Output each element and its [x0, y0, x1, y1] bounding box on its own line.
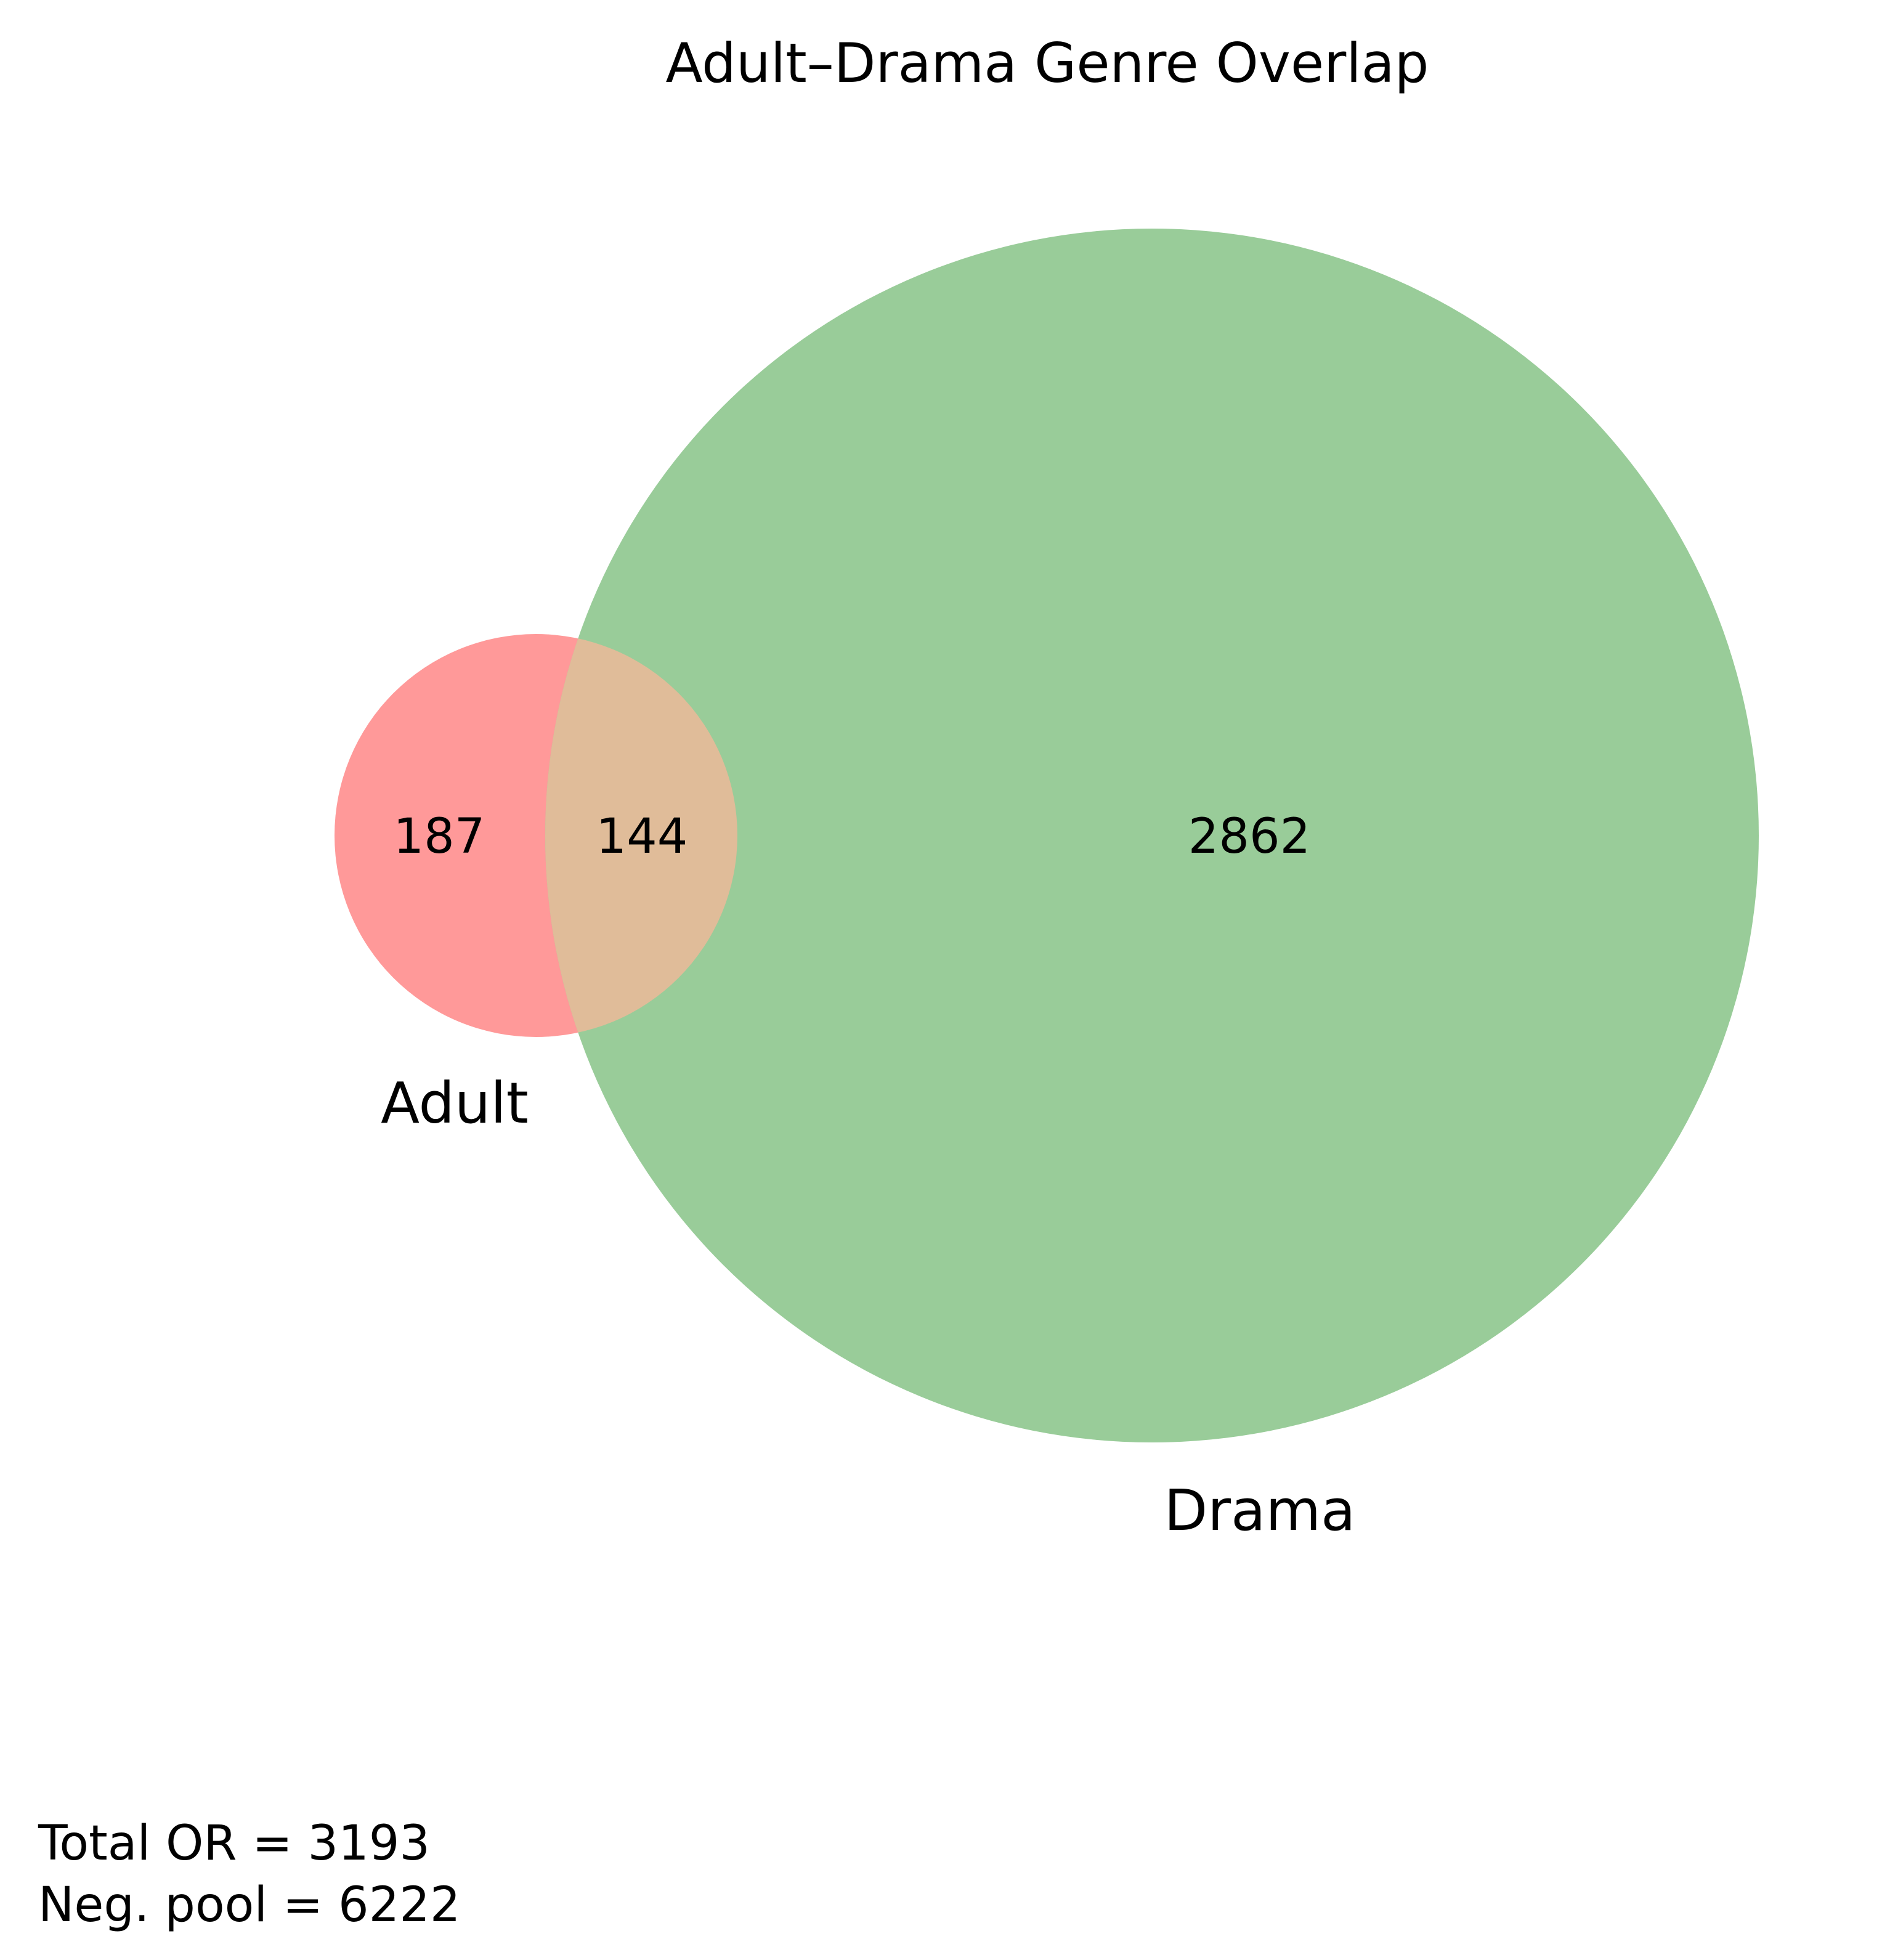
drama-only-count: 2862	[1188, 809, 1311, 864]
adult-only-count: 187	[394, 809, 485, 864]
drama-set-label: Drama	[1164, 1478, 1355, 1543]
neg-pool-note: Neg. pool = 6222	[38, 1877, 461, 1933]
drama-circle	[545, 229, 1759, 1442]
overlap-count: 144	[596, 809, 688, 864]
adult-set-label: Adult	[381, 1070, 529, 1136]
total-or-note: Total OR = 3193	[38, 1816, 430, 1871]
diagram-title: Adult–Drama Genre Overlap	[665, 31, 1429, 95]
